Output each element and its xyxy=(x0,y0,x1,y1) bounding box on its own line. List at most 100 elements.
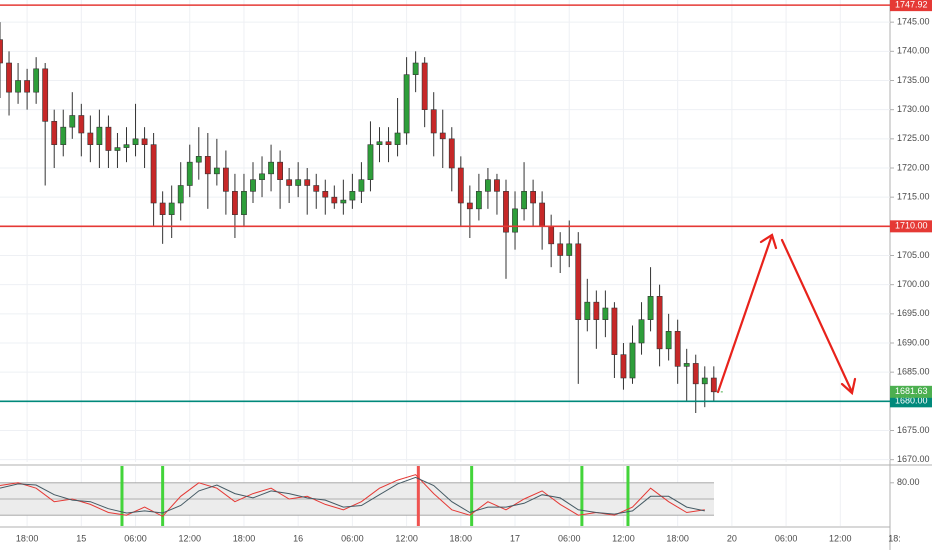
candle-body xyxy=(286,179,293,186)
y-tick-label: 1730.00 xyxy=(897,104,930,114)
candle-body xyxy=(96,126,103,145)
candle-body xyxy=(15,80,21,93)
x-tick-label: 18:00 xyxy=(16,533,39,543)
y-tick-label: 1690.00 xyxy=(897,337,930,347)
y-tick-label: 1675.00 xyxy=(897,425,930,435)
candle-body xyxy=(701,377,708,385)
candle-body xyxy=(439,132,446,140)
y-tick-label: 1725.00 xyxy=(897,133,930,143)
x-tick-label: 06:00 xyxy=(341,533,364,543)
candle-body xyxy=(24,80,31,93)
candle-body xyxy=(575,243,582,320)
candle-body xyxy=(674,331,681,367)
y-tick-label: 1705.00 xyxy=(897,250,930,260)
level-label-box xyxy=(890,0,932,12)
y-tick-label: 1740.00 xyxy=(897,46,930,56)
signal-bar xyxy=(470,466,474,526)
arrow-up xyxy=(716,236,773,394)
x-tick-label: 12:00 xyxy=(178,533,201,543)
oscillator-line xyxy=(0,476,705,515)
x-tick-label: 12:00 xyxy=(829,533,852,543)
signal-bar xyxy=(120,466,124,526)
candle-body xyxy=(394,132,401,145)
candle-body xyxy=(412,62,419,75)
x-tick-label: 17 xyxy=(510,533,520,543)
candle-body xyxy=(466,202,473,210)
candle-body xyxy=(710,377,717,393)
candle-body xyxy=(250,179,256,192)
candle-body xyxy=(593,301,600,320)
last-price-box xyxy=(890,385,932,398)
candle-body xyxy=(403,74,410,134)
candle-body xyxy=(331,196,338,204)
x-tick-label: 12:00 xyxy=(612,533,635,543)
candle-body xyxy=(141,138,148,145)
candle-body xyxy=(186,161,193,186)
x-tick-label: 20 xyxy=(727,533,737,543)
candle-body xyxy=(177,185,184,204)
candle-body xyxy=(195,156,202,163)
signal-bar xyxy=(626,466,630,526)
candle-body xyxy=(268,161,274,175)
candle-body xyxy=(340,199,347,204)
candle-body xyxy=(376,141,383,145)
y-tick-label: 1745.00 xyxy=(897,17,930,27)
y-tick-label: 1695.00 xyxy=(897,308,930,318)
candle-body xyxy=(105,126,112,151)
signal-bar xyxy=(416,466,420,526)
candle-body xyxy=(132,138,139,145)
candle-body xyxy=(322,191,329,198)
projection-arrows xyxy=(716,233,857,396)
x-tick-label: 15 xyxy=(76,533,86,543)
level-label: 1680.00 xyxy=(895,396,928,406)
candle-body xyxy=(494,179,500,192)
candle-body xyxy=(485,179,491,192)
candle-body xyxy=(448,138,455,169)
level-label-box xyxy=(890,220,932,233)
candle-body xyxy=(33,68,40,93)
candle-body xyxy=(421,62,428,110)
level-label: 1710.00 xyxy=(895,221,928,231)
candle-body xyxy=(295,179,302,186)
candle-body xyxy=(692,363,699,385)
candle-body xyxy=(620,354,627,379)
x-tick-label: 06:00 xyxy=(775,533,798,543)
candle-body xyxy=(232,191,238,215)
candle-body xyxy=(530,191,536,204)
candle-body xyxy=(213,167,220,175)
candle-body xyxy=(584,301,591,320)
arrow-head xyxy=(759,233,778,250)
candle-body xyxy=(521,191,527,210)
candle-body xyxy=(629,342,636,379)
candle-body xyxy=(548,226,555,245)
y-tick-label: 1685.00 xyxy=(897,367,930,377)
y-tick-label: 80.00 xyxy=(897,477,920,487)
candle-body xyxy=(123,144,130,148)
candle-body xyxy=(430,109,437,134)
candle-body xyxy=(475,191,482,210)
x-tick-label: 06:00 xyxy=(558,533,581,543)
x-tick-label: 18:00 xyxy=(450,533,473,543)
oscillator-line xyxy=(0,474,705,517)
candle-body xyxy=(539,202,546,227)
candle-body xyxy=(222,167,229,192)
candle-body xyxy=(503,191,509,233)
x-tick-label: 12:00 xyxy=(395,533,418,543)
candle-body xyxy=(168,202,175,215)
candle-body xyxy=(150,144,157,204)
candle-body xyxy=(42,68,49,122)
candle-body xyxy=(69,115,76,128)
candle-body xyxy=(6,62,12,93)
x-tick-label: 16 xyxy=(293,533,303,543)
candle-body xyxy=(557,243,564,256)
candle-body xyxy=(277,161,284,180)
y-tick-label: 1720.00 xyxy=(897,162,930,172)
candle-body xyxy=(656,296,663,350)
y-tick-label: 1715.00 xyxy=(897,192,930,202)
candle-body xyxy=(385,141,392,145)
candle-body xyxy=(0,39,3,64)
x-tick-label: 18:00 xyxy=(233,533,256,543)
candle-body xyxy=(259,173,265,180)
candle-body xyxy=(60,126,67,145)
